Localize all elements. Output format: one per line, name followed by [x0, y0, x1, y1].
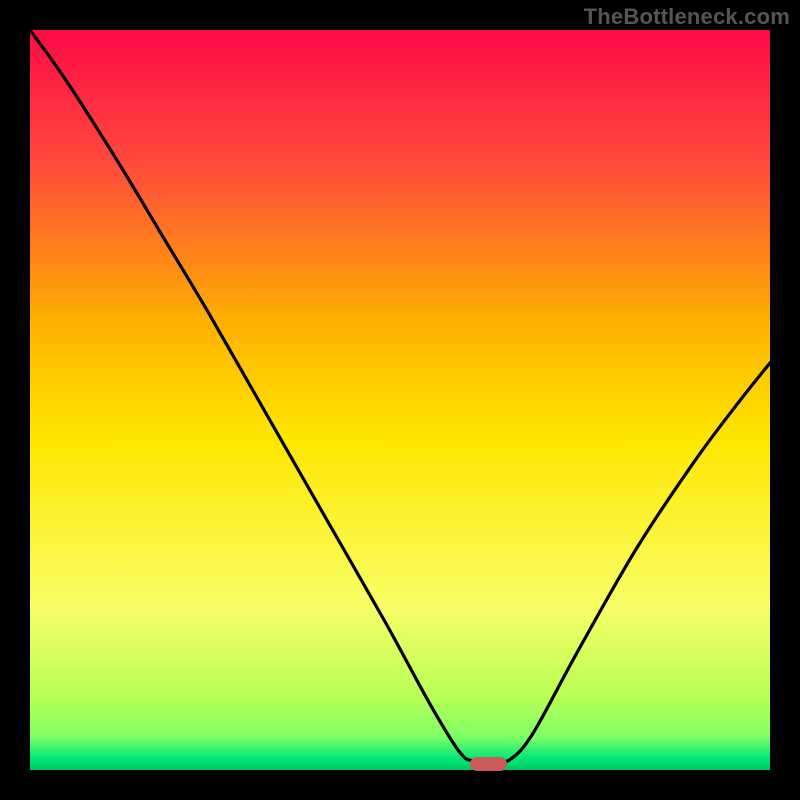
optimal-point-marker	[470, 757, 507, 771]
canvas: TheBottleneck.com	[0, 0, 800, 800]
bottleneck-chart	[30, 30, 770, 770]
watermark-text: TheBottleneck.com	[584, 4, 790, 30]
bottleneck-curve	[30, 30, 770, 770]
